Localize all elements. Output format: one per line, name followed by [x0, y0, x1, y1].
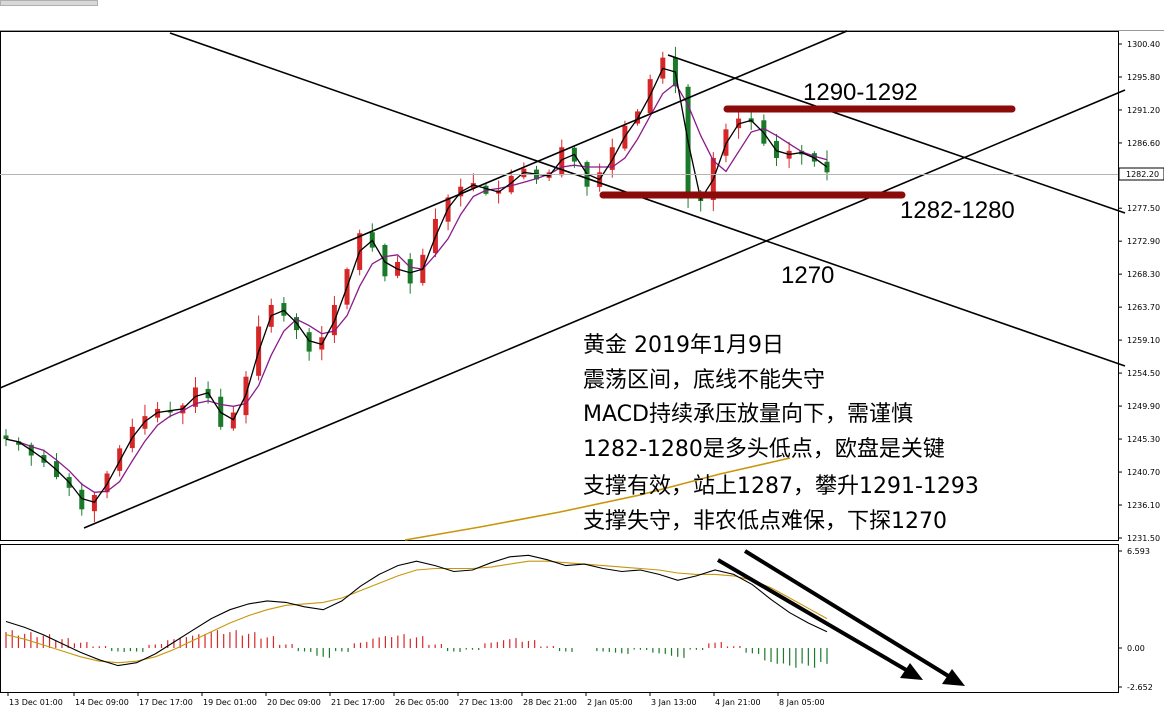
- price-tick-label: 1272.90: [1127, 237, 1160, 246]
- price-tick-label: 1249.90: [1127, 402, 1160, 411]
- macd-axis: 6.593 0.00 -2.652: [1118, 547, 1153, 692]
- time-tick-label: 20 Dec 09:00: [267, 698, 321, 707]
- target-label: 1270: [781, 262, 834, 289]
- time-tick-label: 2 Jan 05:00: [587, 698, 633, 707]
- candle-up: [470, 183, 476, 189]
- price-tick-label: 1300.40: [1127, 40, 1160, 49]
- note-line-3: MACD持续承压放量向下，需谨慎: [583, 402, 913, 427]
- price-tick-label: 1263.70: [1127, 303, 1160, 312]
- macd-histogram: [5, 630, 828, 668]
- current-price-box: [1118, 167, 1164, 181]
- arrow-2-head: [942, 669, 965, 686]
- arrow-2-shaft: [743, 549, 952, 679]
- descending-line-long: [169, 32, 1126, 367]
- note-line-1: 黄金 2019年1月9日: [583, 333, 784, 358]
- candle-up: [230, 412, 236, 429]
- price-tick-label: 1295.80: [1127, 73, 1160, 82]
- candle-down: [773, 140, 779, 158]
- chart-tab[interactable]: [0, 0, 98, 6]
- candle-down: [824, 161, 830, 173]
- time-tick-label: 3 Jan 13:00: [651, 698, 697, 707]
- price-tick-label: 1291.20: [1127, 106, 1160, 115]
- arrow-1-shaft: [716, 558, 910, 673]
- ma-slow-line: [5, 82, 828, 493]
- descending-line-short: [667, 54, 1126, 214]
- time-tick-label: 14 Dec 09:00: [75, 698, 129, 707]
- chart-toolbar: [0, 0, 1164, 31]
- down-arrows: [716, 549, 965, 686]
- candle-up: [91, 494, 97, 512]
- time-axis: 13 Dec 01:00 14 Dec 09:00 17 Dec 17:00 19 D…: [7, 692, 825, 707]
- candle-down: [3, 435, 9, 440]
- price-axis: 1300.40 1295.80 1291.20 1286.60 1277.50 1272.…: [1118, 40, 1160, 543]
- ma-fast-line: [5, 67, 828, 503]
- ma-long-line: [404, 457, 791, 541]
- candle-down: [16, 441, 22, 445]
- price-tick-label: 1259.10: [1127, 336, 1160, 345]
- candle-down: [79, 489, 85, 510]
- time-tick-label: 28 Dec 21:00: [523, 698, 577, 707]
- current-price-marker: 1282.20: [0, 167, 1164, 181]
- candle-down: [407, 259, 413, 284]
- macd-tick-label: 6.593: [1127, 547, 1150, 556]
- support-label: 1282-1280: [900, 197, 1015, 224]
- upper-channel-line: [0, 30, 848, 389]
- price-tick-label: 1240.70: [1127, 468, 1160, 477]
- macd-panel-frame: [0, 544, 1119, 693]
- time-tick-label: 8 Jan 05:00: [779, 698, 825, 707]
- candle-up: [508, 175, 514, 193]
- price-tick-label: 1245.30: [1127, 435, 1160, 444]
- price-tick-label: 1231.50: [1127, 534, 1160, 543]
- current-price-value: 1282.20: [1126, 170, 1159, 179]
- candle-down: [306, 332, 312, 352]
- commentary-block: 黄金 2019年1月9日 震荡区间，底线不能失守 MACD持续承压放量向下，需谨…: [583, 333, 979, 534]
- candle-down: [761, 120, 767, 144]
- time-tick-label: 21 Dec 17:00: [331, 698, 385, 707]
- macd-main-line: [5, 554, 828, 667]
- candle-down: [167, 410, 173, 413]
- time-tick-label: 19 Dec 01:00: [203, 698, 257, 707]
- price-tick-label: 1268.30: [1127, 270, 1160, 279]
- lower-channel-line: [83, 89, 1126, 529]
- time-tick-label: 26 Dec 05:00: [395, 698, 449, 707]
- ma-long-path: [404, 457, 791, 541]
- candle-down: [281, 303, 287, 316]
- macd-tick-label: 0.00: [1127, 644, 1145, 653]
- candle-up: [723, 129, 729, 156]
- price-tick-label: 1277.50: [1127, 204, 1160, 213]
- candle-up: [559, 147, 565, 176]
- moving-average-lines: [5, 67, 828, 503]
- time-tick-label: 27 Dec 13:00: [459, 698, 513, 707]
- time-tick-label: 13 Dec 01:00: [9, 698, 63, 707]
- note-line-5: 支撑有效，站上1287，攀升1291-1293: [583, 474, 979, 499]
- arrow-1-head: [900, 663, 923, 680]
- note-line-2: 震荡区间，底线不能失守: [583, 368, 825, 393]
- macd-lines: [5, 554, 828, 667]
- price-tick-label: 1286.60: [1127, 139, 1160, 148]
- note-line-4: 1282-1280是多头低点，欧盘是关键: [583, 437, 945, 462]
- price-tick-label: 1254.50: [1127, 369, 1160, 378]
- note-line-6: 支撑失守，非农低点难保，下探1270: [583, 509, 947, 534]
- trend-lines: [0, 30, 1126, 529]
- time-tick-label: 17 Dec 17:00: [139, 698, 193, 707]
- candle-down: [382, 245, 388, 277]
- macd-tick-label: -2.652: [1127, 683, 1153, 692]
- time-tick-label: 4 Jan 21:00: [715, 698, 761, 707]
- main-panel-frame: [0, 31, 1119, 541]
- price-tick-label: 1236.10: [1127, 501, 1160, 510]
- resistance-label: 1290-1292: [803, 79, 918, 106]
